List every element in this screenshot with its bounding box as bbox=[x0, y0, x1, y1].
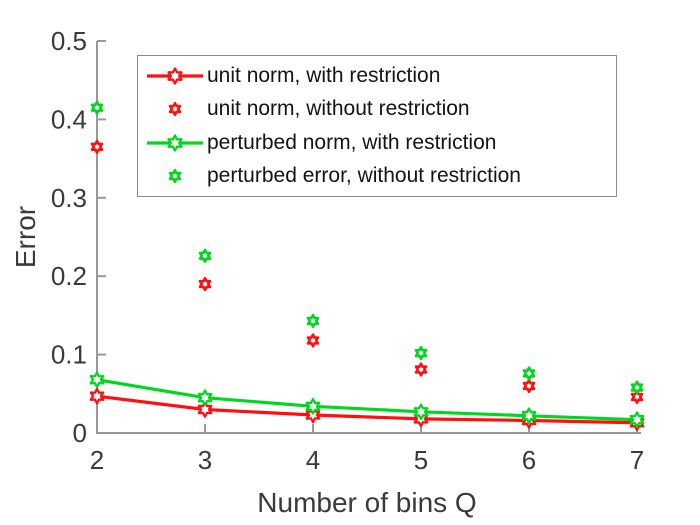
svg-text:0.4: 0.4 bbox=[51, 104, 87, 134]
y-axis-label: Error bbox=[10, 205, 41, 269]
x-axis-label: Number of bins Q bbox=[257, 487, 477, 518]
legend-item-unit-norm-with-restriction: unit norm, with restriction bbox=[138, 59, 616, 93]
svg-text:0.2: 0.2 bbox=[51, 261, 87, 291]
legend-red-line-hexagram-marker-icon bbox=[147, 67, 203, 85]
svg-text:2: 2 bbox=[90, 445, 104, 475]
legend-label: perturbed error, without restriction bbox=[207, 164, 521, 188]
svg-text:6: 6 bbox=[522, 445, 536, 475]
legend-red-hexagram-marker-icon bbox=[168, 102, 182, 117]
legend-green-hexagram-marker-icon bbox=[168, 169, 182, 184]
legend-item-perturbed-norm-with-restriction: perturbed norm, with restriction bbox=[138, 126, 616, 160]
svg-text:7: 7 bbox=[630, 445, 644, 475]
legend-item-perturbed-error-without-restriction: perturbed error, without restriction bbox=[138, 160, 616, 194]
legend-item-unit-norm-without-restriction: unit norm, without restriction bbox=[138, 93, 616, 127]
svg-text:0.5: 0.5 bbox=[51, 26, 87, 56]
svg-text:4: 4 bbox=[306, 445, 320, 475]
legend-label: unit norm, without restriction bbox=[207, 97, 470, 121]
svg-text:0.3: 0.3 bbox=[51, 183, 87, 213]
svg-text:0.1: 0.1 bbox=[51, 340, 87, 370]
legend-box: unit norm, with restriction unit norm, w… bbox=[137, 55, 617, 197]
legend-label: perturbed norm, with restriction bbox=[207, 130, 497, 154]
legend-green-line-hexagram-marker-icon bbox=[147, 134, 203, 152]
legend-label: unit norm, with restriction bbox=[207, 63, 441, 87]
svg-text:3: 3 bbox=[198, 445, 212, 475]
svg-text:0: 0 bbox=[73, 418, 87, 448]
svg-text:5: 5 bbox=[414, 445, 428, 475]
